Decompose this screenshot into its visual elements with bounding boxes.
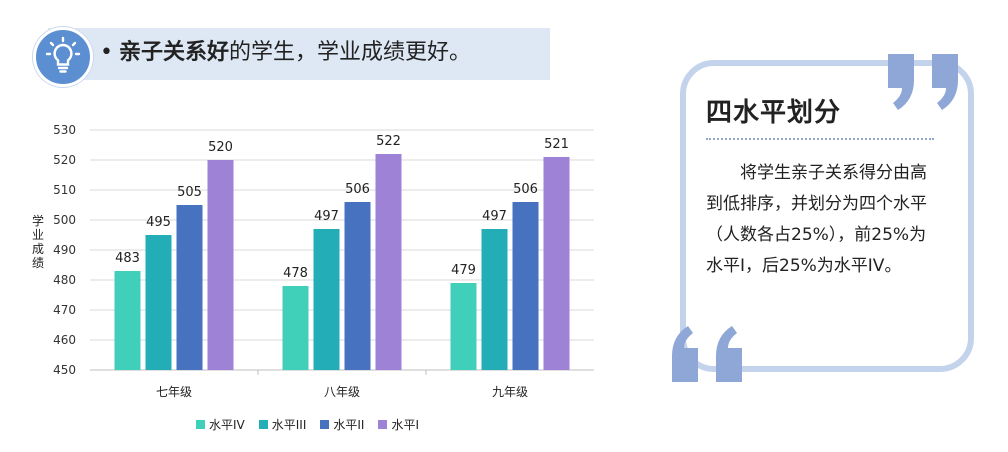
- y-tick-label: 530: [53, 123, 76, 137]
- bar: [375, 154, 402, 370]
- bar: [543, 157, 570, 370]
- legend-item: 水平III: [258, 416, 307, 433]
- bar: [114, 271, 141, 370]
- x-tick-label: 七年级: [156, 385, 192, 399]
- legend-swatch: [378, 419, 388, 429]
- y-tick-label: 470: [53, 303, 76, 317]
- data-label: 497: [482, 209, 507, 224]
- panel-text: 将学生亲子关系得分由高到低排序，并划分为四个水平（人数各占25%），前25%为水…: [706, 158, 938, 282]
- bar: [145, 235, 172, 370]
- y-tick-label: 500: [53, 213, 76, 227]
- data-label: 505: [177, 185, 202, 200]
- bar: [207, 160, 234, 370]
- panel-divider: [706, 138, 934, 140]
- legend-item: 水平II: [320, 416, 364, 433]
- data-label: 522: [376, 134, 401, 149]
- y-tick-label: 520: [53, 153, 76, 167]
- data-label: 495: [146, 215, 171, 230]
- legend-label: 水平III: [271, 417, 307, 432]
- bar: [313, 229, 340, 370]
- legend-label: 水平I: [391, 417, 420, 432]
- bar: [481, 229, 508, 370]
- x-tick-label: 八年级: [324, 385, 360, 399]
- bar: [512, 202, 539, 370]
- header-banner: [48, 28, 550, 80]
- legend-swatch: [196, 419, 205, 429]
- legend-label: 水平II: [333, 417, 365, 432]
- y-tick-label: 490: [53, 243, 76, 257]
- panel-title: 四水平划分: [706, 98, 842, 128]
- legend-swatch: [320, 419, 330, 429]
- chart-legend: 水平IV 水平III 水平II 水平I: [196, 414, 433, 434]
- open-quote-icon: [672, 326, 742, 382]
- legend-item: 水平I: [378, 416, 419, 433]
- data-label: 497: [314, 209, 339, 224]
- data-label: 506: [513, 182, 538, 197]
- data-label: 483: [115, 251, 140, 266]
- headline: • 亲子关系好的学生，学业成绩更好。: [100, 38, 471, 68]
- close-quote-icon: [888, 54, 958, 110]
- legend-label: 水平IV: [209, 417, 245, 432]
- bar: [176, 205, 203, 370]
- panel-description: 将学生亲子关系得分由高到低排序，并划分为四个水平（人数各占25%），前25%为水…: [706, 163, 927, 276]
- lightbulb-icon: [33, 27, 93, 87]
- headline-bold: 亲子关系好: [118, 40, 229, 65]
- data-label: 521: [544, 137, 569, 152]
- data-label: 478: [283, 266, 308, 281]
- info-panel: [680, 60, 974, 372]
- data-label: 479: [451, 263, 476, 278]
- y-tick-label: 450: [53, 363, 76, 377]
- y-tick-label: 460: [53, 333, 76, 347]
- bullet: •: [100, 40, 113, 65]
- bar: [450, 283, 477, 370]
- legend-swatch: [258, 419, 268, 429]
- bar: [282, 286, 309, 370]
- x-tick-label: 九年级: [492, 385, 528, 399]
- y-tick-label: 480: [53, 273, 76, 287]
- bar-chart: 450 460 470 480 490 500 510 520 530 学业成绩 483 495 505…: [32, 123, 594, 399]
- y-axis-label: 学业成绩: [32, 213, 44, 270]
- y-tick-label: 510: [53, 183, 76, 197]
- legend-item: 水平IV: [196, 416, 245, 433]
- data-label: 520: [208, 140, 233, 155]
- data-label: 506: [345, 182, 370, 197]
- headline-rest: 的学生，学业成绩更好。: [229, 40, 472, 65]
- bar: [344, 202, 371, 370]
